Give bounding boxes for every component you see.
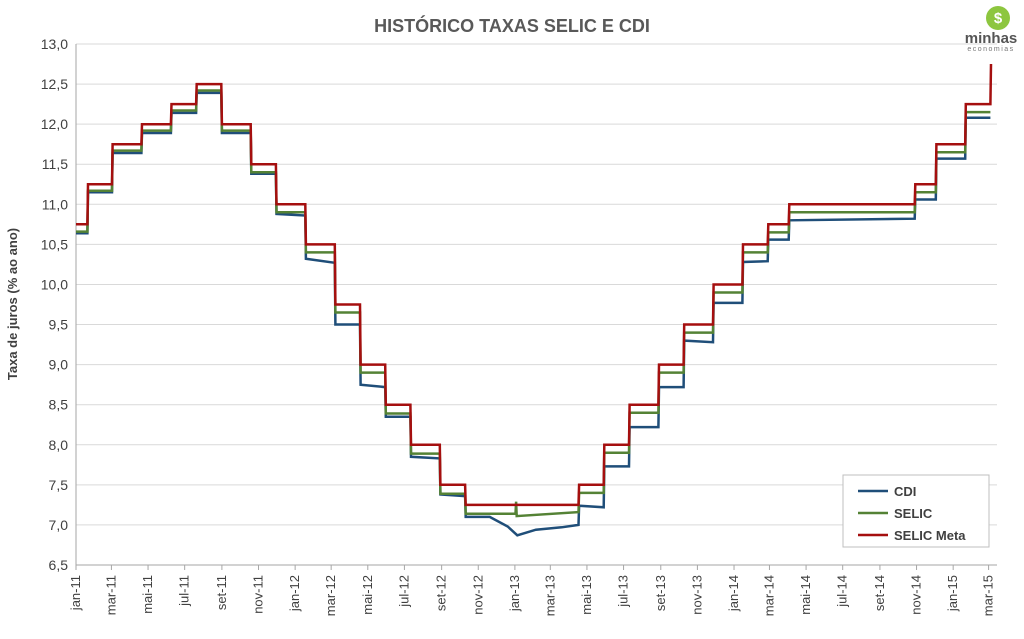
dollar-sign-icon: $: [994, 10, 1003, 27]
y-tick-label: 12,0: [41, 116, 68, 132]
x-tick-label: mar-11: [103, 575, 118, 615]
gridlines: [75, 43, 997, 566]
y-tick-label: 9,5: [49, 317, 69, 333]
y-tick-label: 7,5: [49, 477, 69, 493]
x-tick-label: mar-13: [542, 575, 557, 616]
y-tick-label: 8,0: [49, 437, 69, 453]
series-lines: [76, 63, 993, 537]
x-tick-label: mai-14: [798, 575, 813, 615]
x-tick-label: mai-11: [140, 575, 155, 614]
x-tick-label: mar-14: [761, 575, 776, 616]
x-tick-label: mar-12: [323, 575, 338, 616]
x-tick-label: mai-13: [579, 575, 594, 615]
y-tick-label: 12,5: [41, 76, 68, 92]
x-tick-label: nov-12: [470, 575, 485, 615]
y-tick-label: 6,5: [49, 557, 69, 573]
x-tick-label: jan-14: [726, 575, 741, 612]
x-tick-label: jul-12: [396, 575, 411, 608]
x-tick-label: jul-11: [177, 575, 192, 607]
brand-tagline: economias: [967, 46, 1014, 53]
y-tick-label: 8,5: [49, 397, 69, 413]
brand-name: minhas: [965, 30, 1018, 47]
brand-logo: $ minhas economias: [965, 6, 1018, 53]
x-tick-label: jan-12: [287, 575, 302, 612]
x-tick-label: set-12: [434, 575, 449, 611]
legend-label: SELIC Meta: [894, 528, 966, 543]
x-tick-label: jan-11: [68, 575, 83, 611]
y-tick-label: 11,0: [42, 196, 68, 212]
x-tick-label: jul-14: [835, 575, 850, 608]
x-tick-label: jan-13: [507, 575, 522, 612]
legend-label: CDI: [894, 484, 916, 499]
x-tick-label: nov-13: [689, 575, 704, 615]
y-axis-label: Taxa de juros (% ao ano): [5, 228, 20, 380]
x-tick-label: nov-11: [251, 575, 266, 614]
dollar-coin-icon: [986, 6, 1010, 30]
x-tick-label: jul-13: [616, 575, 631, 608]
x-tick-label: mai-12: [360, 575, 375, 615]
y-tick-label: 11,5: [42, 156, 68, 172]
x-axis-ticks: jan-11 mar-11 mai-11 jul-11 set-11 nov-11 jan-…: [68, 565, 996, 616]
legend-label: SELIC: [894, 506, 933, 521]
y-tick-label: 10,0: [41, 276, 68, 292]
y-axis-ticks: 6,5 7,0 7,5 8,0 8,5 9,0 9,5 10,0 10,5 11,0 11,5 12,…: [41, 36, 68, 573]
series-line-selic-meta: [76, 63, 993, 507]
x-tick-label: jan-15: [945, 575, 960, 612]
y-tick-label: 7,0: [49, 517, 69, 533]
x-tick-label: mar-15: [981, 575, 996, 616]
y-tick-label: 9,0: [49, 357, 69, 373]
x-tick-label: set-14: [872, 575, 887, 611]
legend: CDI SELIC SELIC Meta: [842, 474, 990, 548]
x-tick-label: set-11: [214, 575, 229, 610]
x-tick-label: nov-14: [909, 575, 924, 615]
y-tick-label: 13,0: [41, 36, 68, 52]
y-tick-label: 10,5: [41, 236, 68, 252]
x-tick-label: set-13: [653, 575, 668, 611]
chart-title: HISTÓRICO TAXAS SELIC E CDI: [374, 15, 650, 36]
